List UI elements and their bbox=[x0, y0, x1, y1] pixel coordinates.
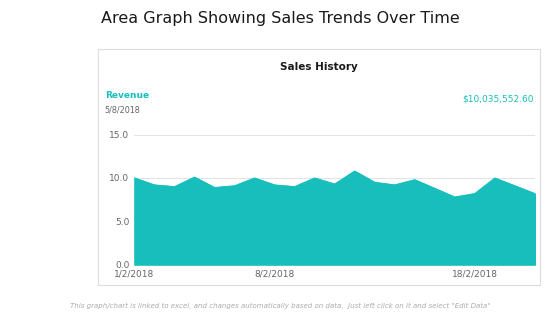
Text: This graph/chart is linked to excel, and changes automatically based on data.  J: This graph/chart is linked to excel, and… bbox=[70, 303, 490, 309]
Text: $10,035,552.60: $10,035,552.60 bbox=[462, 94, 534, 103]
Text: 5/8/2018: 5/8/2018 bbox=[105, 106, 141, 115]
Text: Revenue: Revenue bbox=[105, 91, 149, 100]
Text: Area Graph Showing Sales Trends Over Time: Area Graph Showing Sales Trends Over Tim… bbox=[101, 11, 459, 26]
Text: Sales History: Sales History bbox=[281, 62, 358, 72]
